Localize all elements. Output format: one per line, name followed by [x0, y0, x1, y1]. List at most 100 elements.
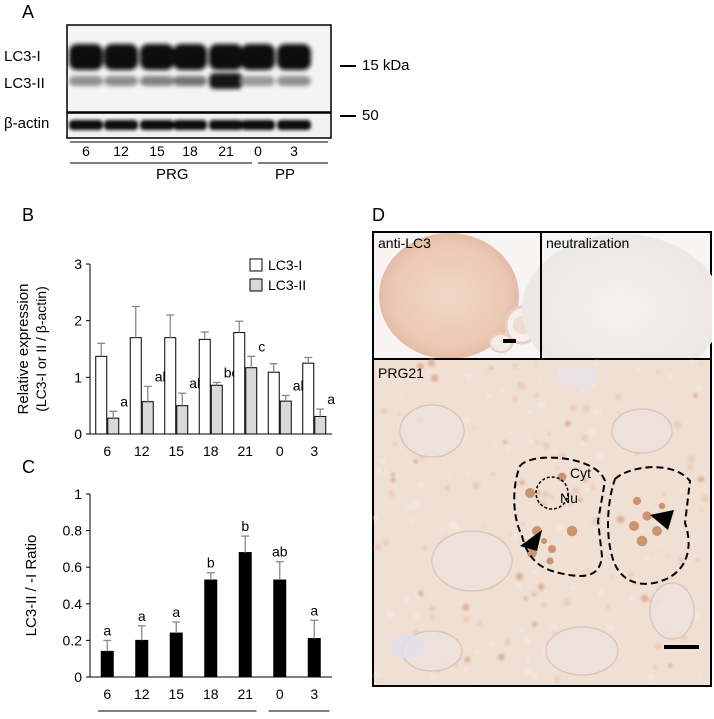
tissue-speckle: [539, 500, 547, 508]
tissue-speckle: [569, 491, 574, 496]
lc3-granule: [546, 557, 554, 565]
tissue-speckle: [572, 487, 580, 494]
tissue-speckle: [542, 442, 550, 450]
y-axis-label: Relative expression: [15, 284, 32, 415]
tissue-speckle: [591, 384, 597, 390]
significance-letter: a: [138, 608, 146, 624]
tissue-speckle: [493, 440, 498, 444]
label-anti-lc3: anti-LC3: [378, 235, 431, 251]
tissue-speckle: [608, 365, 612, 369]
category-label: 15: [168, 443, 184, 459]
lc3-granule: [525, 488, 535, 498]
tissue-speckle: [628, 571, 634, 577]
tissue-speckle: [673, 421, 682, 429]
tissue-speckle: [499, 388, 505, 394]
tissue-speckle: [615, 463, 618, 466]
tissue-speckle: [679, 487, 687, 495]
tissue-speckle: [471, 400, 475, 403]
tissue-speckle: [417, 481, 425, 489]
category-label: 12: [134, 443, 150, 459]
tissue-speckle: [701, 494, 710, 503]
tissue-speckle: [693, 393, 698, 399]
bar: [210, 384, 223, 435]
bar: [238, 552, 252, 678]
tissue-speckle: [430, 372, 434, 376]
bar: [267, 371, 280, 435]
band-beta-actin: [173, 120, 207, 130]
band-label-beta-actin: β-actin: [4, 115, 50, 132]
tissue-speckle: [507, 451, 510, 454]
tissue-speckle: [538, 401, 546, 409]
tissue-speckle: [552, 630, 556, 634]
category-label: 0: [276, 686, 284, 702]
bar: [279, 400, 292, 435]
tissue-speckle: [507, 532, 513, 537]
chart-c: 0 0.2 0.4 0.6 0.8 1 LC3-II / -I Ratio a 6 a 12 a 15 b…: [23, 486, 332, 719]
tissue-speckle: [650, 553, 653, 556]
tissue-speckle: [527, 409, 533, 415]
tissue-speckle: [585, 569, 590, 574]
bar: [245, 367, 258, 435]
band-beta-actin: [241, 120, 275, 130]
tissue-speckle: [580, 406, 583, 409]
western-blot: [66, 24, 356, 164]
tissue-speckle: [379, 439, 382, 442]
tissue-speckle: [580, 392, 583, 396]
y-tick-label: 0: [74, 426, 82, 442]
tissue-speckle: [697, 476, 705, 483]
legend-swatch: [249, 278, 263, 292]
tissue-speckle: [515, 572, 524, 581]
tissue-speckle: [695, 385, 703, 393]
y-axis-label-2: (LC3-I or II / β-actin): [33, 286, 49, 412]
band-lc3-ii: [241, 76, 275, 86]
tissue-speckle: [556, 466, 560, 470]
tissue-speckle: [413, 612, 422, 620]
tissue-speckle: [523, 596, 528, 601]
tissue-speckle: [440, 528, 445, 533]
band-lc3-i: [209, 44, 243, 70]
tissue-speckle: [390, 472, 395, 477]
category-label: 6: [103, 686, 111, 702]
band-beta-actin: [104, 120, 138, 130]
tissue-speckle: [577, 483, 580, 487]
panel-label-a: A: [22, 2, 35, 22]
tissue-speckle: [540, 601, 547, 608]
tissue-speckle: [667, 555, 670, 558]
tissue-speckle: [636, 367, 642, 373]
cell-profile: [545, 626, 619, 676]
tissue-speckle: [537, 583, 545, 591]
tissue-speckle: [463, 616, 471, 624]
lc3-granule: [540, 537, 548, 545]
tissue-speckle: [647, 673, 655, 681]
group-label-prg: PRG: [156, 166, 189, 183]
tissue-speckle: [667, 402, 670, 405]
tissue-speckle: [519, 480, 525, 486]
band-label-lc3-ii: LC3-II: [4, 75, 45, 92]
band-lc3-ii: [140, 76, 174, 86]
tissue-speckle: [564, 420, 571, 427]
tissue-speckle: [583, 478, 588, 483]
lc3-granule: [636, 535, 648, 547]
tissue-speckle: [399, 395, 403, 399]
tissue-speckle: [668, 663, 673, 668]
tissue-speckle: [693, 525, 696, 528]
bar: [307, 638, 321, 678]
tissue-speckle: [417, 590, 424, 597]
cell-profile: [611, 408, 673, 454]
y-axis-label: LC3-II / -I Ratio: [23, 535, 40, 637]
tissue-speckle: [606, 623, 615, 632]
tissue-speckle: [386, 610, 395, 618]
significance-letter: b: [207, 555, 215, 571]
cell-outline-left: [513, 456, 607, 577]
lc3-granule: [658, 502, 666, 510]
tissue-speckle: [636, 404, 640, 408]
tissue-speckle: [698, 674, 703, 679]
lane-label: 6: [82, 143, 90, 159]
tissue-speckle: [519, 627, 525, 633]
bar: [141, 401, 154, 435]
tissue-speckle: [541, 490, 549, 498]
significance-letter: a: [327, 391, 335, 407]
bar: [164, 337, 177, 435]
significance-letter: c: [258, 338, 265, 354]
band-lc3-i: [173, 44, 207, 70]
